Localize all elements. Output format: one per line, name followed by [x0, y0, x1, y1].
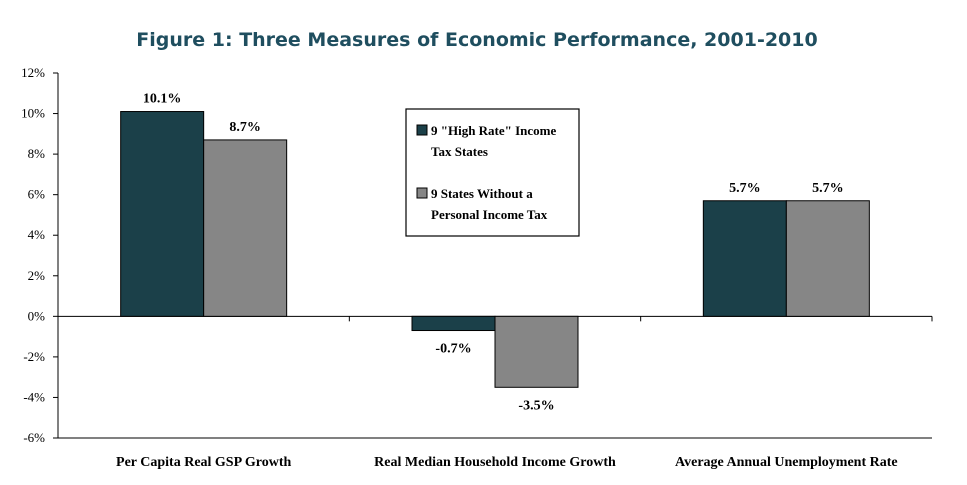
data-label: -3.5% [518, 398, 554, 413]
y-tick-label: 2% [28, 268, 46, 283]
legend-swatch [416, 124, 428, 136]
data-label: -0.7% [435, 342, 471, 357]
x-category-label: Per Capita Real GSP Growth [116, 455, 291, 470]
data-label: 5.7% [812, 181, 844, 196]
y-tick-label: 10% [21, 106, 45, 121]
y-tick-label: 4% [28, 227, 46, 242]
legend-label: 9 "High Rate" Income [431, 123, 557, 138]
bar [494, 315, 579, 388]
y-tick-label: 0% [28, 308, 46, 323]
legend-label: Tax States [431, 144, 488, 159]
x-category-label: Average Annual Unemployment Rate [675, 455, 898, 470]
y-tick-label: 8% [28, 146, 46, 161]
y-tick-label: -2% [23, 349, 45, 364]
data-label: 8.7% [229, 120, 261, 135]
legend-swatch [416, 187, 428, 199]
legend-label: 9 States Without a [431, 186, 533, 201]
legend-box [405, 108, 580, 237]
plot-area: 12% 10% 8% 6% 4% 2% 0% -2% -4% -6% 10.1% 8.7% Per Ca… [21, 65, 933, 470]
chart-title: Figure 1: Three Measures of Economic Per… [136, 29, 817, 51]
y-tick-label: -6% [23, 430, 45, 445]
y-tick-label: -4% [23, 389, 45, 404]
y-tick-label: 6% [28, 187, 46, 202]
bar [785, 200, 870, 317]
x-category-label: Real Median Household Income Growth [374, 455, 616, 470]
bar [120, 111, 205, 317]
bar [702, 200, 787, 317]
legend-label: Personal Income Tax [431, 207, 548, 222]
y-tick-label: 12% [21, 65, 45, 80]
data-label: 10.1% [143, 92, 182, 107]
bar [203, 139, 288, 317]
data-label: 5.7% [729, 181, 761, 196]
bar [411, 315, 496, 332]
